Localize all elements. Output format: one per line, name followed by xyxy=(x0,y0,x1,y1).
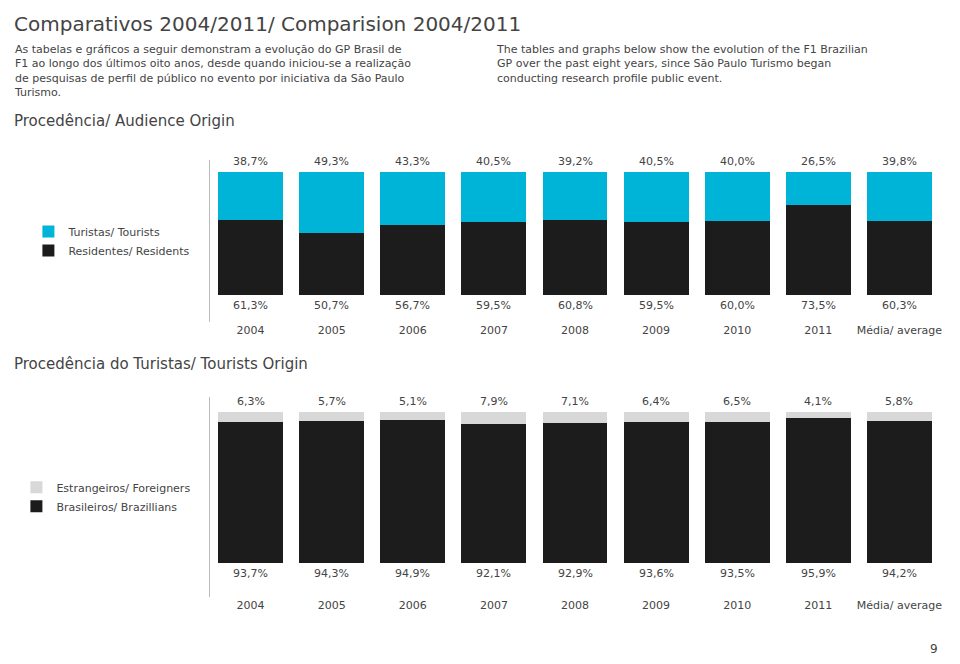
svg-text:Comparativos 2004/2011/ Compar: Comparativos 2004/2011/ Comparision 2004… xyxy=(14,12,521,36)
svg-text:94,9%: 94,9% xyxy=(395,567,430,580)
svg-text:9: 9 xyxy=(930,642,938,656)
svg-text:Estrangeiros/ Foreigners: Estrangeiros/ Foreigners xyxy=(56,482,190,495)
svg-text:26,5%: 26,5% xyxy=(801,155,836,168)
svg-text:2005: 2005 xyxy=(318,599,346,612)
svg-text:92,9%: 92,9% xyxy=(558,567,593,580)
svg-text:94,3%: 94,3% xyxy=(314,567,349,580)
svg-text:6,5%: 6,5% xyxy=(723,395,751,408)
svg-text:5,8%: 5,8% xyxy=(885,395,913,408)
svg-text:2006: 2006 xyxy=(399,324,427,337)
svg-text:Residentes/ Residents: Residentes/ Residents xyxy=(68,245,189,258)
svg-text:40,5%: 40,5% xyxy=(639,155,674,168)
svg-text:2010: 2010 xyxy=(723,599,751,612)
svg-text:60,3%: 60,3% xyxy=(882,299,917,312)
svg-text:6,3%: 6,3% xyxy=(237,395,265,408)
svg-text:7,9%: 7,9% xyxy=(480,395,508,408)
svg-text:2005: 2005 xyxy=(318,324,346,337)
svg-text:7,1%: 7,1% xyxy=(561,395,589,408)
svg-text:61,3%: 61,3% xyxy=(233,299,268,312)
svg-text:40,5%: 40,5% xyxy=(476,155,511,168)
svg-text:39,8%: 39,8% xyxy=(882,155,917,168)
svg-text:39,2%: 39,2% xyxy=(558,155,593,168)
svg-text:2008: 2008 xyxy=(561,324,589,337)
svg-text:94,2%: 94,2% xyxy=(882,567,917,580)
svg-text:The tables and graphs below sh: The tables and graphs below show the evo… xyxy=(496,43,868,85)
svg-text:93,6%: 93,6% xyxy=(639,567,674,580)
svg-text:Brasileiros/ Brazillians: Brasileiros/ Brazillians xyxy=(56,501,177,514)
svg-text:93,5%: 93,5% xyxy=(720,567,755,580)
svg-text:2011: 2011 xyxy=(804,324,832,337)
svg-text:49,3%: 49,3% xyxy=(314,155,349,168)
svg-text:59,5%: 59,5% xyxy=(639,299,674,312)
svg-text:5,1%: 5,1% xyxy=(399,395,427,408)
svg-text:73,5%: 73,5% xyxy=(801,299,836,312)
svg-text:2004: 2004 xyxy=(237,599,265,612)
svg-text:2006: 2006 xyxy=(399,599,427,612)
svg-text:2009: 2009 xyxy=(642,599,670,612)
svg-text:2011: 2011 xyxy=(804,599,832,612)
svg-text:Média/ average: Média/ average xyxy=(857,324,943,337)
svg-text:2009: 2009 xyxy=(642,324,670,337)
svg-text:Média/ average: Média/ average xyxy=(857,599,943,612)
svg-text:95,9%: 95,9% xyxy=(801,567,836,580)
svg-text:38,7%: 38,7% xyxy=(233,155,268,168)
svg-text:4,1%: 4,1% xyxy=(804,395,832,408)
svg-text:2007: 2007 xyxy=(480,599,508,612)
svg-text:2007: 2007 xyxy=(480,324,508,337)
svg-text:60,8%: 60,8% xyxy=(558,299,593,312)
svg-text:50,7%: 50,7% xyxy=(314,299,349,312)
svg-text:60,0%: 60,0% xyxy=(720,299,755,312)
svg-text:5,7%: 5,7% xyxy=(318,395,346,408)
svg-text:2010: 2010 xyxy=(723,324,751,337)
svg-text:2004: 2004 xyxy=(237,324,265,337)
svg-text:56,7%: 56,7% xyxy=(395,299,430,312)
svg-text:59,5%: 59,5% xyxy=(476,299,511,312)
svg-text:Turistas/ Tourists: Turistas/ Tourists xyxy=(67,226,159,239)
svg-text:Procedência do Turistas/ Touri: Procedência do Turistas/ Tourists Origin xyxy=(14,355,308,373)
svg-text:43,3%: 43,3% xyxy=(395,155,430,168)
svg-text:Procedência/ Audience Origin: Procedência/ Audience Origin xyxy=(14,112,235,130)
svg-text:As tabelas e gráficos a seguir: As tabelas e gráficos a seguir demonstra… xyxy=(14,43,411,99)
svg-text:6,4%: 6,4% xyxy=(642,395,670,408)
svg-text:40,0%: 40,0% xyxy=(720,155,755,168)
svg-text:93,7%: 93,7% xyxy=(233,567,268,580)
svg-text:92,1%: 92,1% xyxy=(476,567,511,580)
svg-text:2008: 2008 xyxy=(561,599,589,612)
